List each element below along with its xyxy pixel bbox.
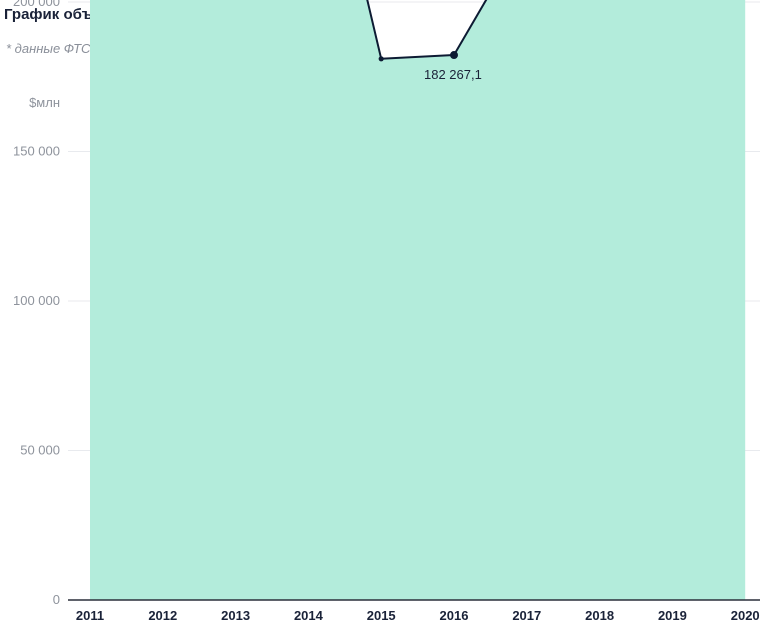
y-tick-label: 0 (53, 592, 60, 607)
area-fill (90, 0, 746, 600)
x-tick-label: 2020 (731, 608, 760, 623)
x-tick-label: 2015 (367, 608, 396, 623)
x-tick-label: 2018 (585, 608, 614, 623)
y-tick-label: 150 000 (13, 144, 60, 159)
x-tick-label: 2017 (512, 608, 541, 623)
chart-subtitle: * данные ФТС (6, 41, 91, 56)
x-tick-label: 2013 (221, 608, 250, 623)
series-line (366, 0, 488, 60)
x-tick-label: 2011 (76, 608, 104, 623)
y-axis-label: $млн (29, 95, 60, 110)
data-point (450, 51, 458, 60)
data-point (378, 56, 384, 62)
data-label: 182 267,1 (424, 67, 482, 82)
x-tick-label: 2019 (658, 608, 687, 623)
y-tick-label: 100 000 (13, 293, 60, 308)
x-tick-label: 2012 (148, 608, 177, 623)
y-tick-label: 200 000 (13, 0, 60, 9)
y-tick-label: 50 000 (20, 443, 60, 458)
x-tick-label: 2016 (440, 608, 469, 623)
x-tick-label: 2014 (294, 608, 324, 623)
